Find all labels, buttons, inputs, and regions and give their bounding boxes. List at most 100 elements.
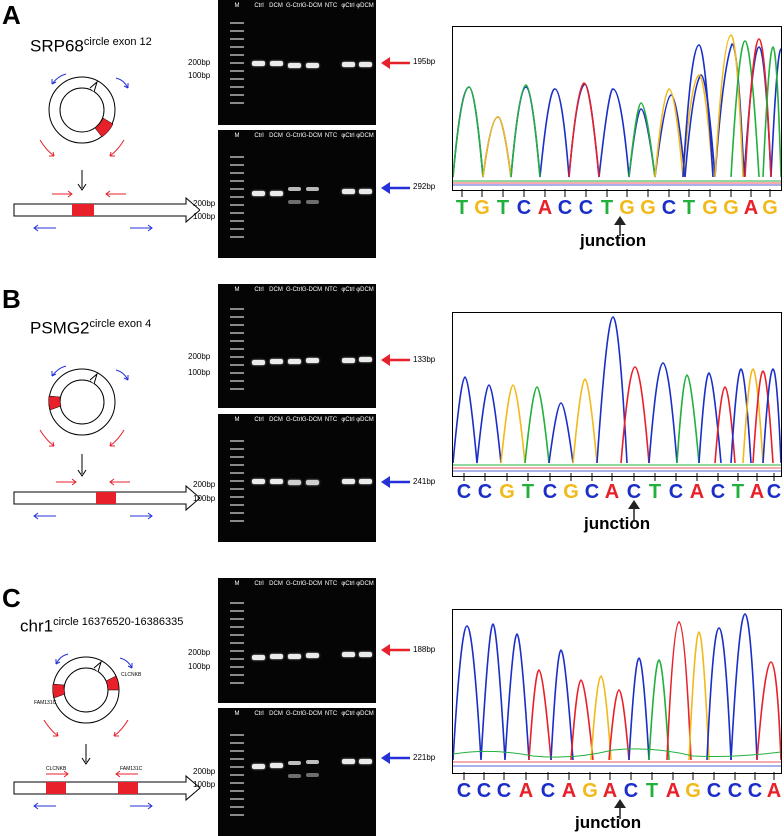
base-call: T [731,481,745,503]
gel-band [342,358,355,363]
base-call: G [619,197,635,219]
lane-label: G-DCM [301,3,323,9]
gel-band [288,359,301,364]
lane-label: NTC [324,287,338,293]
ladder-lane-label: M [234,417,240,423]
lane-label: φCtrl [341,287,355,293]
lane-label: G-DCM [301,417,323,423]
backsplice-notch-icon [89,372,98,385]
dna-ladder [230,18,244,118]
gel-band [288,774,301,778]
size-marker: 200bp [193,767,216,776]
lane-label: φDCM [356,287,374,293]
product-size: 241bp [413,477,436,486]
lane-label: Ctrl [254,3,264,9]
gel-band [288,200,301,204]
divergent-primer-arrow [51,73,67,85]
convergent-primer-arrow [109,139,125,157]
base-call: G [685,780,701,802]
lane-label: φDCM [356,417,374,423]
lane-label: G-DCM [301,287,323,293]
base-call: A [604,481,620,503]
lane-label: φDCM [356,581,374,587]
gel-band [359,357,372,362]
panel-label: C [2,583,21,613]
gel-band [342,652,355,657]
size-marker: 200bp [193,480,216,489]
lane-label: Ctrl [254,581,264,587]
junction-arrow-icon [614,216,626,236]
gel-band [252,360,265,365]
gel-band [359,759,372,764]
base-call: A [766,780,782,802]
lane-label: Ctrl [254,287,264,293]
gel-band [306,200,319,204]
lane-label: DCM [269,3,283,9]
convergent-primer-arrow [52,190,73,198]
gel-band [288,654,301,659]
dna-ladder [230,728,244,828]
base-call: C [540,780,556,802]
chromatogram-traces [452,316,782,472]
gel-band [306,760,319,764]
gel-lane-labels: M Ctrl DCM G-Ctrl G-DCM NTC φCtrl φDCM [218,133,376,143]
base-call: C [747,780,763,802]
down-arrow-icon [81,744,91,765]
ladder-lane-label: M [234,287,240,293]
size-marker: 200bp [188,58,211,67]
gene-name: chr1 [20,616,54,636]
base-call: A [665,780,681,802]
base-call: T [521,481,535,503]
product-size: 133bp [413,355,436,364]
gel-band [288,761,301,765]
gene-name: SRP68 [30,36,84,56]
gel-band [342,759,355,764]
divergent-primer-arrow [130,802,153,810]
size-marker: 100bp [188,368,211,377]
gel-band [270,763,283,768]
base-call: A [743,197,759,219]
lane-label: DCM [269,133,283,139]
lane-label: DCM [269,417,283,423]
base-call: T [455,197,469,219]
size-marker: 200bp [193,199,216,208]
base-call: T [645,780,659,802]
junction-label: junction [575,813,642,832]
base-call: C [668,481,684,503]
product-arrow-icon [381,644,410,656]
exon-block [94,117,114,138]
lane-label: φCtrl [341,711,355,717]
base-calls: C C C A C A G A C T A G C C C A [452,780,782,802]
ladder-lane-label: M [234,3,240,9]
base-call: C [584,481,600,503]
lane-label: G-Ctrl [286,3,302,9]
lane-label: φCtrl [341,133,355,139]
base-call: C [477,481,493,503]
gel-band [252,61,265,66]
sanger-chromatogram [452,312,782,477]
base-call: C [626,481,642,503]
lane-label: Ctrl [254,133,264,139]
base-call: G [563,481,579,503]
backsplice-notch-icon [93,660,102,673]
size-marker: 200bp [188,352,211,361]
base-call: T [648,481,662,503]
base-call: G [762,197,778,219]
gene-title: PSMG2circle exon 4 [30,318,151,339]
junction-arrow-icon [628,500,640,520]
product-arrow-icon [381,752,410,764]
gel-lane-labels: M Ctrl DCM G-Ctrl G-DCM NTC φCtrl φDCM [218,3,376,13]
gel-band [359,189,372,194]
gel-band [270,191,283,196]
base-call: A [537,197,553,219]
exon-name-label: FAM131C [34,700,57,706]
divergent-primer-arrow [130,512,153,520]
gene-name: PSMG2 [30,318,90,338]
base-calls: T G T C A C C T G G C T G G A G [452,197,780,219]
gel-band [359,62,372,67]
gel-image-divergent: M Ctrl DCM G-Ctrl G-DCM NTC φCtrl φDCM [218,708,376,836]
gel-band [252,479,265,484]
sanger-chromatogram [452,609,782,774]
gel-image-convergent: M Ctrl DCM G-Ctrl G-DCM NTC φCtrl φDCM [218,0,376,125]
exon-block [46,782,66,794]
